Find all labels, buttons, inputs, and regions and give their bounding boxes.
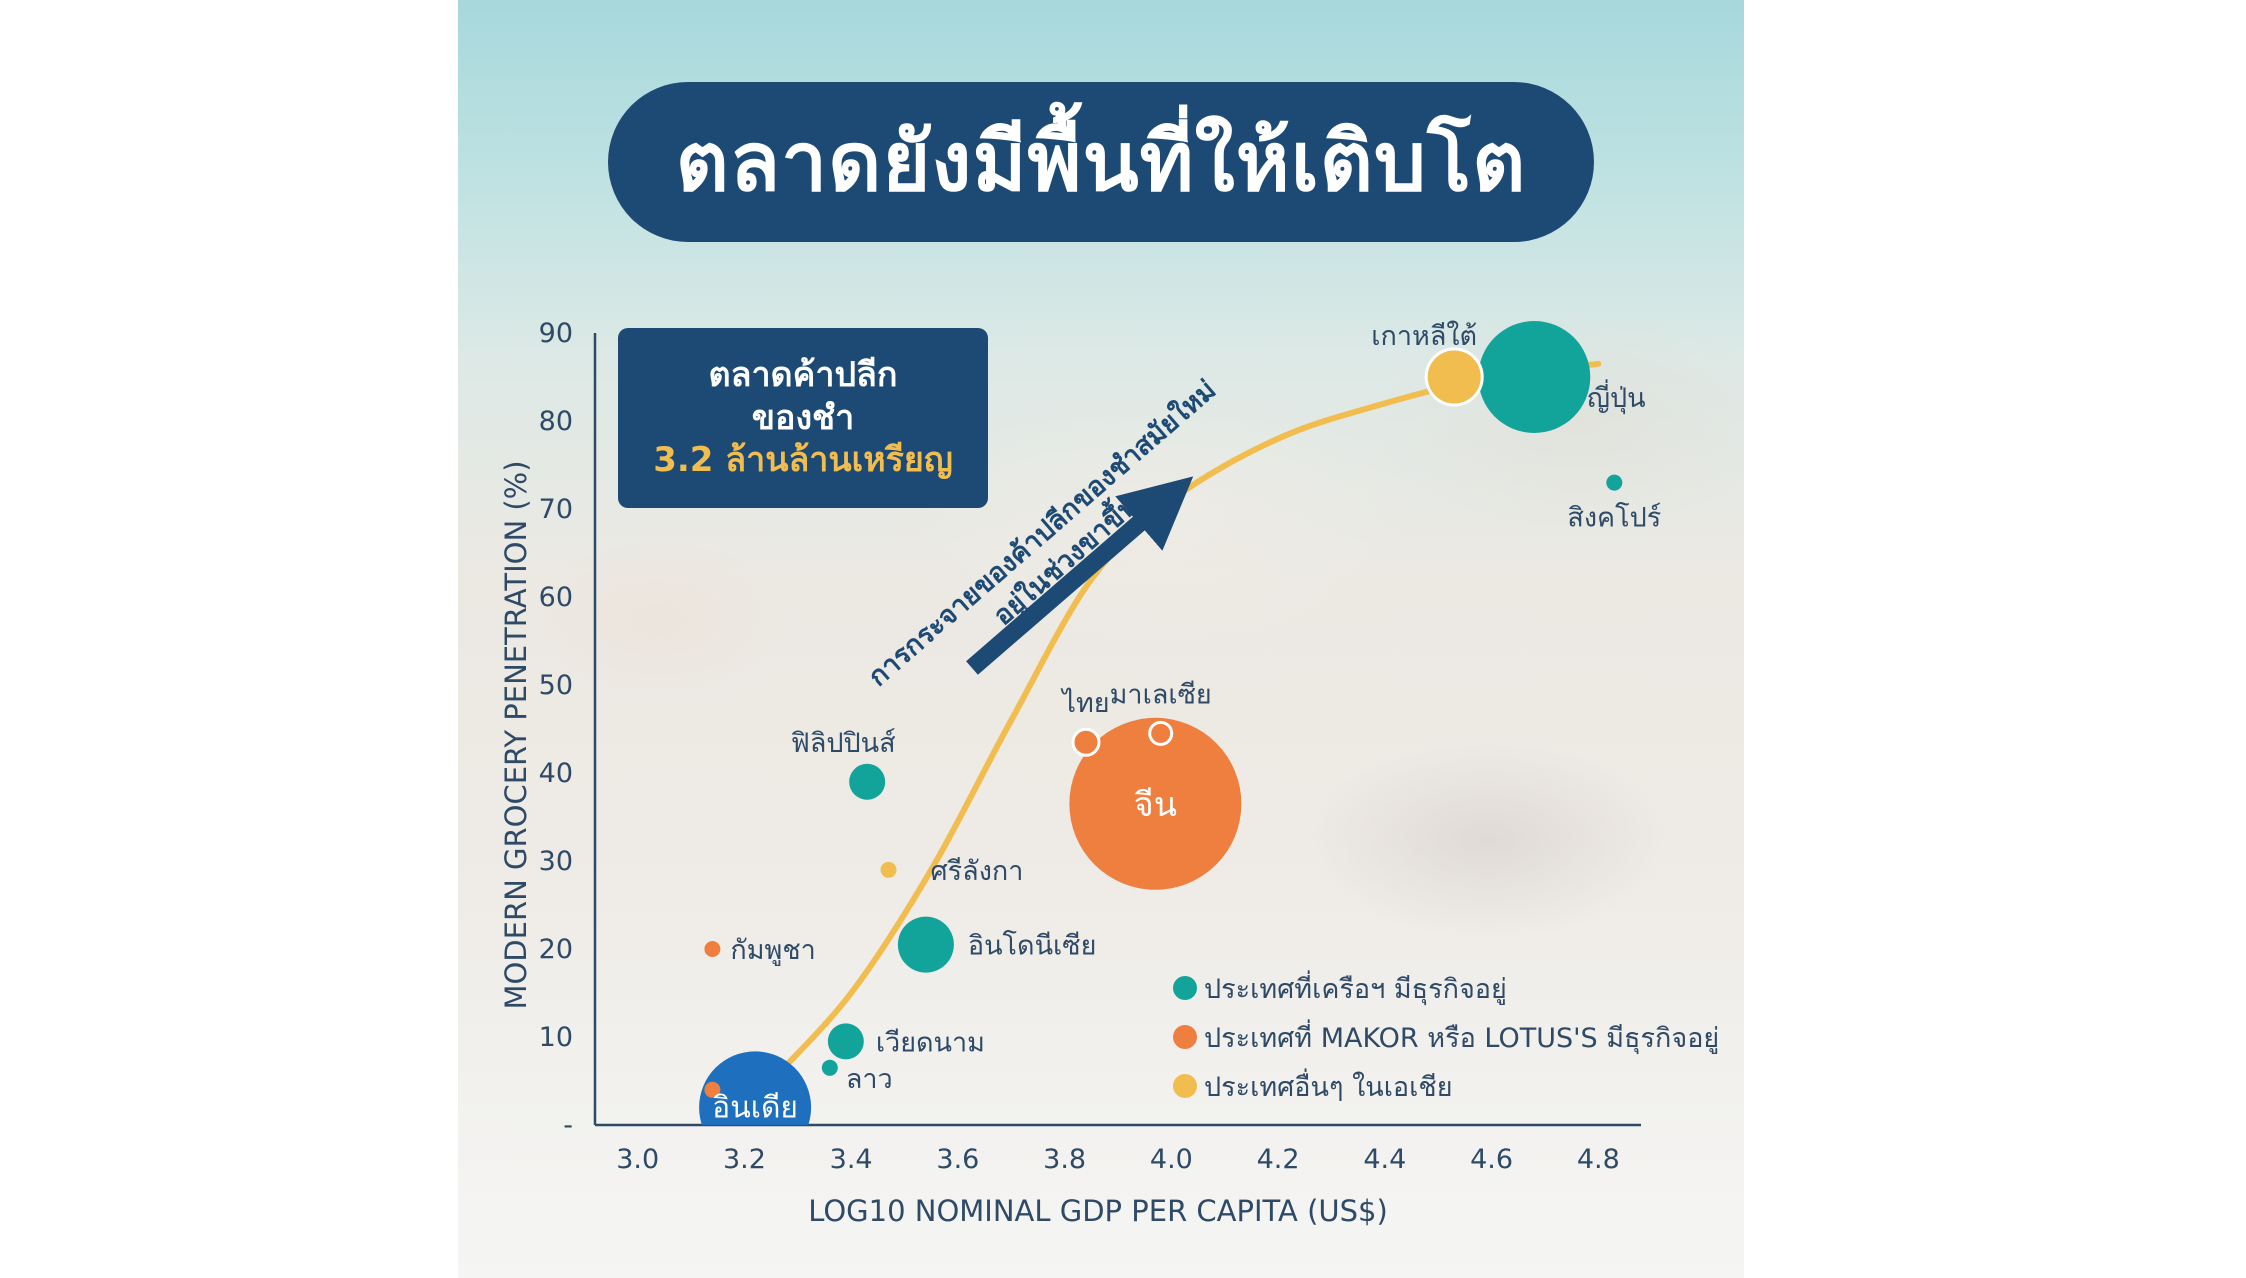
data-point: [1478, 321, 1591, 433]
x-tick-label: 3.6: [936, 1144, 979, 1175]
y-tick-label: 60: [539, 582, 573, 613]
x-tick-label: 3.2: [723, 1144, 766, 1175]
y-tick-label: -: [563, 1110, 573, 1141]
data-point-label: สิงคโปร์: [1567, 502, 1661, 534]
info-box-line-1: ตลาดค้าปลีก: [708, 355, 898, 396]
x-tick-label: 4.0: [1150, 1144, 1193, 1175]
legend: ประเทศที่เครือฯ มีธุรกิจอยู่ ประเทศที่ M…: [1173, 970, 1719, 1103]
x-tick-label: 3.0: [616, 1144, 659, 1175]
data-point-labels: อินเดีย ลาว เวียดนาม กัมพูชา อินโดนีเซีย ศรีล…: [712, 320, 1661, 1125]
legend-marker-orange: [1173, 1025, 1197, 1049]
data-point-label: กัมพูชา: [730, 935, 815, 966]
trend-arrow: [966, 476, 1194, 675]
data-point-label: ฟิลิปปินส์: [791, 727, 896, 759]
infographic-card: ตลาดยังมีพื้นที่ให้เติบโต 3.0 3.2 3.4 3.6 3.…: [458, 0, 1744, 1278]
data-point-label: ไทย: [1060, 688, 1109, 719]
y-tick-label: 80: [539, 406, 573, 437]
info-box-line-3: 3.2 ล้านล้านเหรียญ: [653, 440, 953, 481]
data-points: [699, 321, 1623, 1125]
legend-marker-yellow: [1173, 1074, 1197, 1098]
market-size-box: ตลาดค้าปลีก ของชำ 3.2 ล้านล้านเหรียญ: [618, 328, 988, 508]
y-tick-label: 90: [539, 318, 573, 349]
x-tick-label: 4.2: [1257, 1144, 1300, 1175]
legend-marker-teal: [1173, 976, 1197, 1000]
data-point: [704, 941, 721, 957]
data-point-label: ลาว: [846, 1064, 893, 1095]
x-tick-labels: 3.0 3.2 3.4 3.6 3.8 4.0 4.2 4.4 4.6 4.8: [616, 1144, 1620, 1175]
data-point: [821, 1059, 838, 1076]
data-point: [1069, 717, 1242, 890]
y-axis-label: MODERN GROCERY PENETRATION (%): [499, 460, 533, 1009]
data-point-label: เกาหลีใต้: [1371, 320, 1477, 352]
data-point: [1148, 720, 1174, 746]
scatter-chart: 3.0 3.2 3.4 3.6 3.8 4.0 4.2 4.4 4.6 4.8 - 10 20 30 40…: [499, 318, 1719, 1228]
info-box-line-2: ของชำ: [751, 397, 855, 438]
x-tick-label: 4.6: [1470, 1144, 1513, 1175]
y-tick-label: 30: [539, 846, 573, 877]
data-point-label: อินเดีย: [712, 1090, 798, 1125]
x-tick-label: 3.8: [1043, 1144, 1086, 1175]
x-axis-label: LOG10 NOMINAL GDP PER CAPITA (US$): [808, 1194, 1388, 1228]
data-point-label: จีน: [1134, 785, 1177, 825]
data-point: [1424, 347, 1484, 407]
data-point: [849, 763, 886, 800]
y-tick-label: 50: [539, 670, 573, 701]
data-point-label: อินโดนีเซีย: [968, 931, 1097, 962]
data-point: [699, 1051, 812, 1125]
data-point: [1071, 727, 1101, 757]
y-tick-label: 20: [539, 934, 573, 965]
data-point: [880, 861, 897, 878]
data-point-label: มาเลเซีย: [1110, 679, 1212, 710]
x-tick-label: 3.4: [830, 1144, 873, 1175]
title-banner: ตลาดยังมีพื้นที่ให้เติบโต: [608, 82, 1594, 242]
x-tick-label: 4.4: [1363, 1144, 1406, 1175]
data-point: [704, 1081, 721, 1098]
legend-label-yellow: ประเทศอื่นๆ ในเอเชีย: [1204, 1068, 1453, 1103]
y-tick-label: 10: [539, 1022, 573, 1053]
data-point-label: ญี่ปุ่น: [1587, 379, 1646, 415]
y-tick-labels: - 10 20 30 40 50 60 70 80 90: [539, 318, 573, 1141]
x-tick-label: 4.8: [1577, 1144, 1620, 1175]
data-point-label: ศรีลังกา: [931, 856, 1024, 887]
data-point: [827, 1023, 864, 1060]
page-title: ตลาดยังมีพื้นที่ให้เติบโต: [675, 115, 1527, 210]
legend-label-teal: ประเทศที่เครือฯ มีธุรกิจอยู่: [1204, 970, 1507, 1006]
y-tick-label: 40: [539, 758, 573, 789]
y-tick-label: 70: [539, 494, 573, 525]
data-point-label: เวียดนาม: [876, 1027, 985, 1058]
legend-label-orange: ประเทศที่ MAKOR หรือ LOTUS'S มีธุรกิจอยู…: [1204, 1019, 1719, 1055]
data-point: [897, 916, 954, 973]
data-point: [1606, 474, 1623, 491]
